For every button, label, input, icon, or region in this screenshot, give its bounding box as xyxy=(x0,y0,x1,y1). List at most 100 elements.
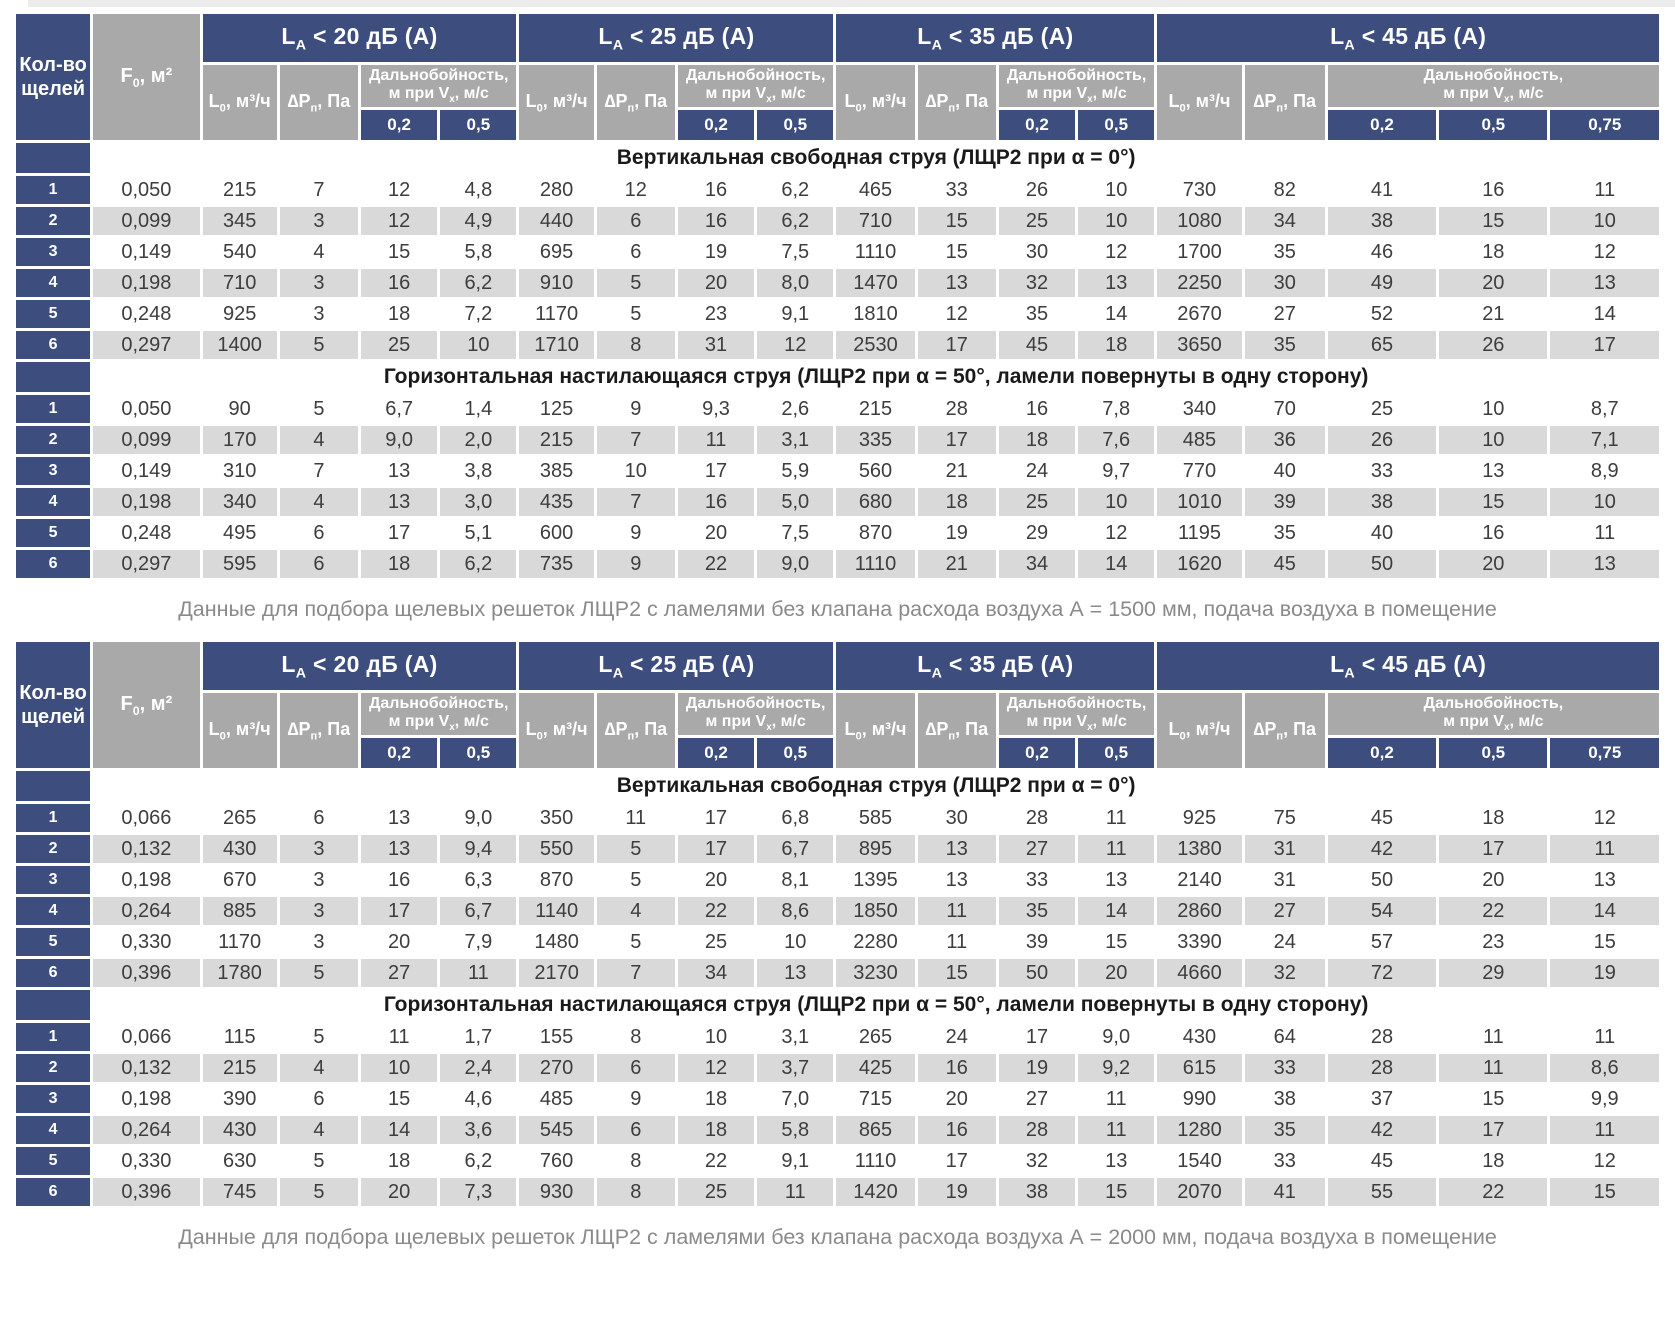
data-cell: 9,0 xyxy=(757,550,834,578)
data-cell: 31 xyxy=(1244,835,1325,863)
data-cell: 10 xyxy=(1078,176,1155,204)
data-cell: 4 xyxy=(279,238,358,266)
data-cell: 18 xyxy=(917,488,996,516)
data-cell: 12 xyxy=(361,207,438,235)
data-cell: 3650 xyxy=(1157,331,1242,359)
slots-count-header: Кол-во щелей xyxy=(16,14,91,140)
data-cell: 1110 xyxy=(836,550,915,578)
data-cell: 11 xyxy=(1550,1116,1659,1144)
data-cell: 6 xyxy=(596,207,675,235)
data-cell: 13 xyxy=(361,804,438,832)
data-row: 1 0,066 115 5 11 1,7 155 8 10 3,1 265 24 17 9,0 430 64 2… xyxy=(16,1023,1659,1051)
slot-count-cell: 5 xyxy=(16,300,91,328)
data-cell: 385 xyxy=(519,457,594,485)
grille-selection-table-a2000: Кол-во щелей F0, м² LA < 20 дБ (А) LA < 25 … xyxy=(13,639,1662,1209)
data-cell: 3 xyxy=(279,207,358,235)
data-cell: 17 xyxy=(917,426,996,454)
data-cell: 7,9 xyxy=(440,928,517,956)
slot-count-cell: 6 xyxy=(16,550,91,578)
free-area-cell: 0,149 xyxy=(93,238,200,266)
data-cell: 6,3 xyxy=(440,866,517,894)
data-cell: 9 xyxy=(596,1085,675,1113)
data-cell: 10 xyxy=(361,1054,438,1082)
data-cell: 3 xyxy=(279,928,358,956)
data-cell: 6 xyxy=(279,1085,358,1113)
pressure-drop-header: ∆Pп, Па xyxy=(596,65,675,140)
slot-count-cell: 4 xyxy=(16,269,91,297)
data-cell: 6,2 xyxy=(440,1147,517,1175)
data-cell: 280 xyxy=(519,176,594,204)
data-cell: 25 xyxy=(998,488,1076,516)
data-cell: 9,4 xyxy=(440,835,517,863)
section-title-row: Вертикальная свободная струя (ЛЩР2 при α… xyxy=(16,771,1659,801)
data-cell: 6 xyxy=(279,550,358,578)
data-cell: 12 xyxy=(1550,238,1659,266)
data-cell: 14 xyxy=(361,1116,438,1144)
data-cell: 5 xyxy=(279,1178,358,1206)
data-cell: 17 xyxy=(1550,331,1659,359)
free-area-cell: 0,132 xyxy=(93,835,200,863)
data-cell: 10 xyxy=(440,331,517,359)
data-cell: 540 xyxy=(202,238,277,266)
data-cell: 14 xyxy=(1550,300,1659,328)
throw-range-header: Дальнобойность, м при Vх, м/с xyxy=(677,65,834,107)
slot-count-cell: 2 xyxy=(16,426,91,454)
data-cell: 10 xyxy=(1439,426,1548,454)
throw-range-header: Дальнобойность, м при Vх, м/с xyxy=(998,693,1155,735)
data-cell: 15 xyxy=(917,207,996,235)
data-cell: 10 xyxy=(757,928,834,956)
slot-count-cell: 1 xyxy=(16,176,91,204)
throw-range-header: Дальнобойность, м при Vх, м/с xyxy=(998,65,1155,107)
velocity-header: 0,2 xyxy=(677,110,755,140)
data-cell: 14 xyxy=(1078,300,1155,328)
velocity-header: 0,2 xyxy=(998,738,1076,768)
noise-group-header-1: LA < 20 дБ (А) xyxy=(202,642,517,690)
data-cell: 13 xyxy=(1550,269,1659,297)
data-row: 5 0,330 630 5 18 6,2 760 8 22 9,1 1110 17 32 13 1540 33… xyxy=(16,1147,1659,1175)
data-cell: 1480 xyxy=(519,928,594,956)
velocity-header: 0,75 xyxy=(1550,110,1659,140)
data-cell: 3,7 xyxy=(757,1054,834,1082)
data-cell: 3,1 xyxy=(757,426,834,454)
data-cell: 425 xyxy=(836,1054,915,1082)
data-cell: 925 xyxy=(202,300,277,328)
flow-header: L0, м³/ч xyxy=(1157,693,1242,768)
data-cell: 595 xyxy=(202,550,277,578)
header-row-velocities: 0,2 0,5 0,2 0,5 0,2 0,5 0,2 0,5 0,75 xyxy=(16,110,1659,140)
data-cell: 23 xyxy=(677,300,755,328)
data-cell: 11 xyxy=(1078,1116,1155,1144)
data-cell: 1380 xyxy=(1157,835,1242,863)
data-cell: 1420 xyxy=(836,1178,915,1206)
data-cell: 8 xyxy=(596,1178,675,1206)
data-cell: 5 xyxy=(279,1147,358,1175)
data-cell: 28 xyxy=(1327,1054,1437,1082)
velocity-header: 0,2 xyxy=(361,738,438,768)
data-cell: 15 xyxy=(1439,488,1548,516)
data-cell: 1470 xyxy=(836,269,915,297)
velocity-header: 0,5 xyxy=(440,110,517,140)
velocity-header: 0,5 xyxy=(1078,738,1155,768)
data-cell: 11 xyxy=(1550,1023,1659,1051)
data-cell: 18 xyxy=(677,1116,755,1144)
data-cell: 1140 xyxy=(519,897,594,925)
data-cell: 9,0 xyxy=(1078,1023,1155,1051)
data-cell: 735 xyxy=(519,550,594,578)
data-cell: 17 xyxy=(361,519,438,547)
data-cell: 27 xyxy=(998,835,1076,863)
data-row: 6 0,297 1400 5 25 10 1710 8 31 12 2530 17 45 18 3650 35… xyxy=(16,331,1659,359)
table-a1500-caption: Данные для подбора щелевых решеток ЛЩР2 … xyxy=(178,597,1497,621)
throw-range-header: Дальнобойность, м при Vх, м/с xyxy=(1327,693,1659,735)
free-area-cell: 0,198 xyxy=(93,866,200,894)
data-cell: 36 xyxy=(1244,426,1325,454)
free-area-cell: 0,330 xyxy=(93,928,200,956)
data-cell: 27 xyxy=(1244,300,1325,328)
slot-count-cell: 1 xyxy=(16,395,91,423)
data-cell: 6 xyxy=(596,1116,675,1144)
data-cell: 8,6 xyxy=(1550,1054,1659,1082)
data-cell: 215 xyxy=(202,1054,277,1082)
data-cell: 1620 xyxy=(1157,550,1242,578)
data-cell: 3230 xyxy=(836,959,915,987)
data-cell: 5 xyxy=(279,395,358,423)
data-cell: 20 xyxy=(1078,959,1155,987)
section-title-2: Горизонтальная настилающаяся струя (ЛЩР2… xyxy=(93,362,1659,392)
